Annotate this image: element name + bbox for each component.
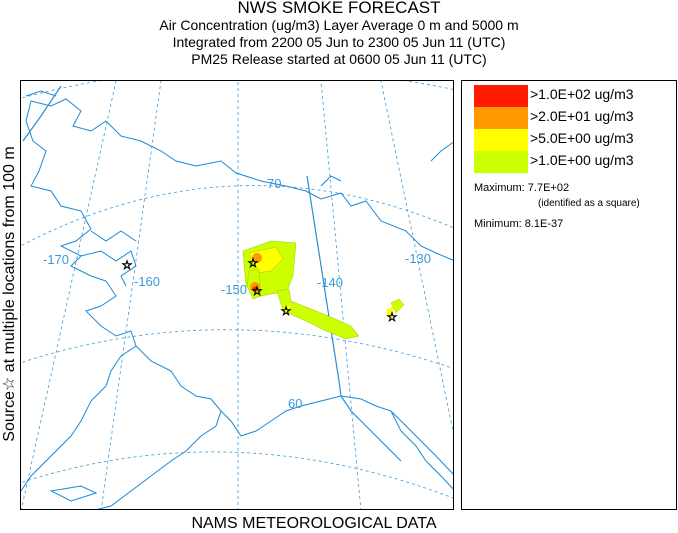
source-star-icon: ☆ [387, 310, 398, 324]
source-star-icon: ☆ [252, 284, 263, 298]
legend-swatch-lime [474, 151, 528, 173]
graticule [21, 81, 453, 509]
forecast-title: NWS SMOKE FORECAST [237, 0, 441, 17]
smoke-plumes [242, 240, 405, 340]
smoke-map[interactable]: ☆ ☆ ☆ ☆ ☆ -170 -160 -150 -140 -130 70 60 [20, 80, 454, 510]
legend-swatch-yellow [474, 129, 528, 151]
source-star-icon: ☆ [248, 256, 259, 270]
latitude-line-60 [21, 451, 453, 499]
legend-maximum: Maximum: 7.7E+02 [474, 182, 570, 194]
lon-label-130: -130 [405, 251, 431, 266]
meteorological-data-footer: NAMS METEOROLOGICAL DATA [191, 515, 437, 532]
subtitle-concentration: Air Concentration (ug/m3) Layer Average … [159, 17, 519, 33]
latitude-line-65 [21, 329, 453, 369]
source-markers: ☆ ☆ ☆ ☆ ☆ [121, 256, 398, 325]
meridian-160 [100, 81, 162, 509]
legend-label-5: >5.0E+00 ug/m3 [530, 130, 634, 146]
lon-label-140: -140 [317, 275, 343, 290]
plume-canada-outer [390, 298, 405, 314]
meridian-130 [380, 81, 453, 434]
plume-interior-core [252, 253, 262, 263]
source-star-icon: ☆ [122, 258, 133, 272]
legend-row-100: >1.0E+02 ug/m3 [474, 85, 664, 107]
legend-label-1: >1.0E+00 ug/m3 [530, 152, 634, 168]
legend-row-1: >1.0E+00 ug/m3 [474, 151, 664, 173]
legend-minimum: Minimum: 8.1E-37 [474, 218, 564, 230]
latitude-line-70 [21, 185, 453, 247]
lon-label-160: -160 [134, 274, 160, 289]
legend-swatch-red [474, 85, 528, 107]
lon-label-170: -170 [43, 252, 69, 267]
coastline [21, 90, 453, 509]
lat-label-60: 60 [288, 396, 302, 411]
us-canada-border [22, 85, 402, 462]
map-canvas: ☆ ☆ ☆ ☆ ☆ -170 -160 -150 -140 -130 70 60 [21, 81, 453, 509]
plume-yukon-outer [276, 288, 360, 340]
legend-row-20: >2.0E+01 ug/m3 [474, 107, 664, 129]
meridian-170 [21, 81, 117, 509]
graticule-labels: -170 -160 -150 -140 -130 70 60 [43, 176, 431, 411]
legend-label-20: >2.0E+01 ug/m3 [530, 108, 634, 124]
source-side-label: Source☆ at multiple locations from 100 m [1, 146, 18, 442]
lon-label-150: -150 [221, 282, 247, 297]
plume-yukon-mid [283, 305, 291, 313]
legend-maximum-note: (identified as a square) [538, 198, 640, 209]
legend-row-5: >5.0E+00 ug/m3 [474, 129, 664, 151]
plume-canada-mid [387, 307, 393, 317]
subtitle-integration: Integrated from 2200 05 Jun to 2300 05 J… [172, 34, 506, 50]
plume-fire-south-core [252, 286, 258, 292]
legend-label-100: >1.0E+02 ug/m3 [530, 86, 634, 102]
meridian-140 [320, 81, 362, 509]
latitude-line-75 [21, 81, 453, 99]
legend-panel: >1.0E+02 ug/m3 >2.0E+01 ug/m3 >5.0E+00 u… [461, 80, 677, 510]
legend-swatch-orange [474, 107, 528, 129]
source-star-icon: ☆ [281, 304, 292, 318]
lat-label-70: 70 [267, 176, 281, 191]
subtitle-release: PM25 Release started at 0600 05 Jun 11 (… [191, 51, 487, 67]
